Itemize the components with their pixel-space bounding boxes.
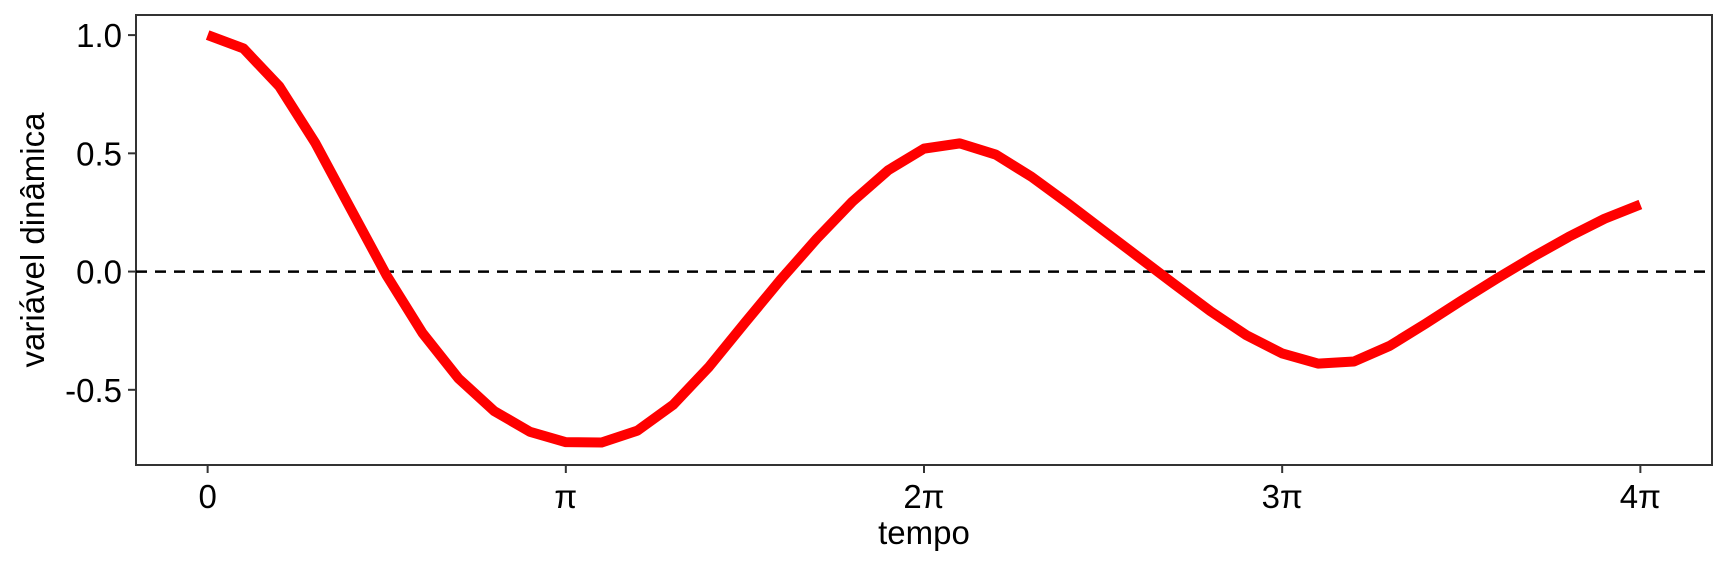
series-line-0 (205, 30, 1643, 448)
x-axis-title: tempo (878, 514, 970, 551)
x-tick-label-1: π (554, 478, 577, 515)
x-tick-label-2: 2π (903, 478, 944, 515)
x-axis: 0 π 2π 3π 4π (198, 465, 1661, 515)
y-tick-label-0: 1.0 (76, 17, 122, 54)
y-axis-title: variável dinâmica (14, 112, 51, 368)
y-tick-label-3: -0.5 (65, 372, 122, 409)
y-axis: 1.0 0.5 0.0 -0.5 (65, 17, 136, 409)
y-tick-label-2: 0.0 (76, 254, 122, 291)
plot-panel (135, 14, 1713, 466)
x-tick-label-0: 0 (198, 478, 216, 515)
y-tick-label-1: 0.5 (76, 135, 122, 172)
x-tick-label-4: 4π (1620, 478, 1661, 515)
x-tick-label-3: 3π (1262, 478, 1303, 515)
series-layer (205, 30, 1643, 448)
